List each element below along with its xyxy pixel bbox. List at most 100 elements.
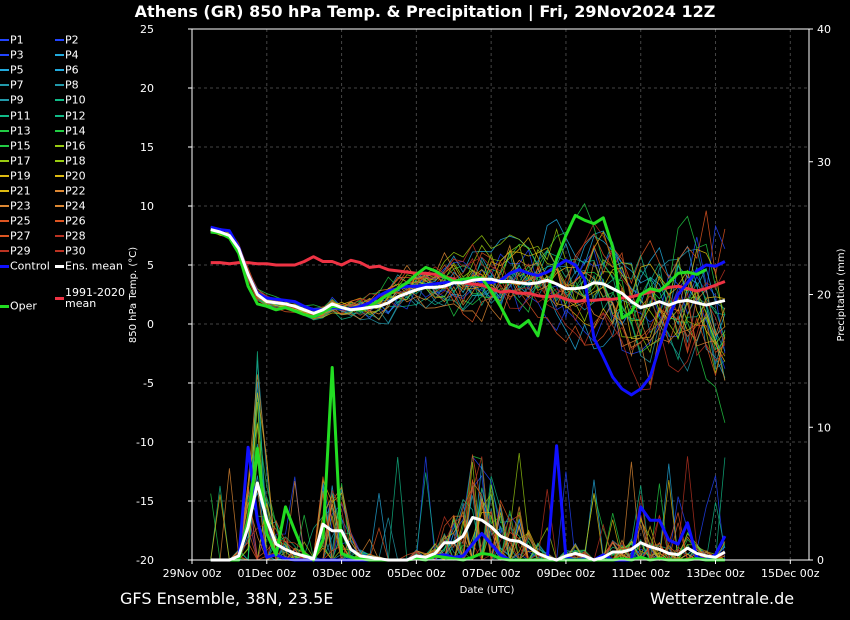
x-tick-label: 13Dec 00z bbox=[686, 567, 745, 580]
legend-item-climate-mean: 1991-2020 mean bbox=[55, 287, 127, 309]
footer-model-info: GFS Ensemble, 38N, 23.5E bbox=[120, 589, 334, 608]
legend-item-p16: P16 bbox=[55, 139, 86, 153]
x-axis-label: Date (UTC) bbox=[460, 585, 515, 596]
y2-tick-label: 0 bbox=[817, 554, 824, 567]
legend-swatch bbox=[0, 54, 9, 57]
legend-item-p28: P28 bbox=[55, 229, 86, 243]
y-tick-label: -5 bbox=[143, 377, 154, 390]
legend-item-p17: P17 bbox=[0, 154, 31, 168]
legend-swatch bbox=[0, 129, 9, 132]
legend-swatch bbox=[55, 220, 64, 223]
legend-swatch bbox=[0, 250, 9, 253]
legend-swatch bbox=[0, 144, 9, 147]
legend-swatch bbox=[0, 235, 9, 238]
legend-item-p8: P8 bbox=[55, 78, 79, 92]
x-tick-label: 05Dec 00z bbox=[387, 567, 446, 580]
legend-swatch bbox=[0, 190, 9, 192]
legend-item-p23: P23 bbox=[0, 199, 31, 213]
legend-swatch bbox=[55, 174, 64, 177]
legend-label: P6 bbox=[65, 63, 79, 77]
y2-axis-label: Precipitation (mm) bbox=[836, 248, 847, 341]
member-temp-line bbox=[210, 228, 726, 362]
legend-swatch bbox=[55, 264, 64, 268]
legend-item-p25: P25 bbox=[0, 214, 31, 228]
member-temp-line bbox=[210, 228, 726, 423]
legend-item-p14: P14 bbox=[55, 124, 86, 137]
x-tick-label: 07Dec 00z bbox=[462, 567, 521, 580]
legend-label: Oper bbox=[10, 299, 37, 313]
legend-swatch bbox=[55, 54, 64, 57]
x-tick-label: 09Dec 00z bbox=[537, 567, 596, 580]
member-temp-line bbox=[210, 227, 726, 381]
x-tick-label: 11Dec 00z bbox=[611, 567, 670, 580]
legend-item-p21: P21 bbox=[0, 184, 31, 198]
legend-swatch bbox=[55, 39, 64, 41]
legend-swatch bbox=[0, 205, 9, 208]
footer-site-name: Wetterzentrale.de bbox=[650, 589, 795, 608]
legend-label: P1 bbox=[10, 33, 24, 47]
x-tick-label: 29Nov 00z bbox=[163, 567, 222, 580]
legend-item-p6: P6 bbox=[55, 63, 79, 77]
legend-item-p15: P15 bbox=[0, 139, 31, 152]
chart-title: Athens (GR) 850 hPa Temp. & Precipitatio… bbox=[134, 2, 716, 21]
legend-swatch bbox=[0, 39, 9, 41]
y-tick-label: -10 bbox=[136, 436, 154, 449]
legend-item-p12: P12 bbox=[55, 109, 86, 122]
y-tick-label: -15 bbox=[136, 495, 154, 508]
legend-item-p5: P5 bbox=[0, 63, 24, 77]
legend-swatch bbox=[55, 144, 64, 147]
legend-swatch bbox=[0, 264, 9, 268]
legend-label: P29 bbox=[10, 244, 31, 258]
legend-label: 1991-2020 mean bbox=[65, 286, 125, 310]
legend-swatch bbox=[55, 190, 64, 192]
y-tick-label: 15 bbox=[140, 141, 154, 154]
legend: P1 P2 P3 P4 P5 P6 P7 P8 P9 P10 P11 P12 P13 P14 P15 P16 P… bbox=[0, 0, 130, 330]
legend-label: P30 bbox=[65, 244, 86, 258]
ens-mean-temp-line bbox=[210, 228, 726, 315]
legend-label: P28 bbox=[65, 229, 86, 243]
legend-swatch bbox=[55, 129, 64, 132]
legend-swatch bbox=[0, 304, 9, 308]
legend-item-p4: P4 bbox=[55, 48, 79, 62]
legend-item-p11: P11 bbox=[0, 109, 31, 122]
legend-swatch bbox=[55, 99, 64, 102]
legend-item-p2: P2 bbox=[55, 33, 79, 47]
legend-label: P7 bbox=[10, 78, 24, 92]
legend-item-p3: P3 bbox=[0, 48, 24, 62]
legend-label: P4 bbox=[65, 48, 79, 62]
legend-item-ens-mean: Ens. mean bbox=[55, 259, 123, 273]
x-tick-label: 01Dec 00z bbox=[238, 567, 297, 580]
legend-label: Control bbox=[10, 259, 50, 273]
legend-label: P2 bbox=[65, 33, 79, 47]
legend-swatch bbox=[55, 114, 64, 117]
x-tick-label: 15Dec 00z bbox=[761, 567, 820, 580]
x-tick-label: 03Dec 00z bbox=[312, 567, 371, 580]
legend-swatch bbox=[55, 205, 64, 208]
oper-temp-line bbox=[210, 213, 707, 338]
legend-swatch bbox=[55, 296, 64, 300]
grid bbox=[192, 29, 809, 560]
legend-label: P16 bbox=[65, 139, 86, 153]
y-tick-label: 5 bbox=[147, 259, 154, 272]
y2-tick-label: 30 bbox=[817, 156, 831, 169]
legend-label: P13 bbox=[10, 124, 31, 138]
legend-label: P18 bbox=[65, 154, 86, 168]
legend-swatch bbox=[0, 174, 9, 177]
legend-label: P23 bbox=[10, 199, 31, 213]
legend-item-p27: P27 bbox=[0, 229, 31, 243]
legend-swatch bbox=[55, 235, 64, 238]
member-temp-line bbox=[210, 202, 726, 351]
legend-item-p24: P24 bbox=[55, 199, 86, 213]
legend-label: P10 bbox=[65, 93, 86, 107]
legend-label: P17 bbox=[10, 154, 31, 168]
legend-label: P21 bbox=[10, 184, 31, 198]
legend-swatch bbox=[55, 159, 64, 162]
legend-item-p9: P9 bbox=[0, 93, 24, 107]
legend-label: P12 bbox=[65, 109, 86, 122]
legend-swatch bbox=[0, 159, 9, 162]
legend-swatch bbox=[0, 69, 9, 72]
y-tick-label: -20 bbox=[136, 554, 154, 567]
legend-item-p30: P30 bbox=[55, 244, 86, 258]
legend-label: P25 bbox=[10, 214, 31, 228]
legend-item-p26: P26 bbox=[55, 214, 86, 228]
